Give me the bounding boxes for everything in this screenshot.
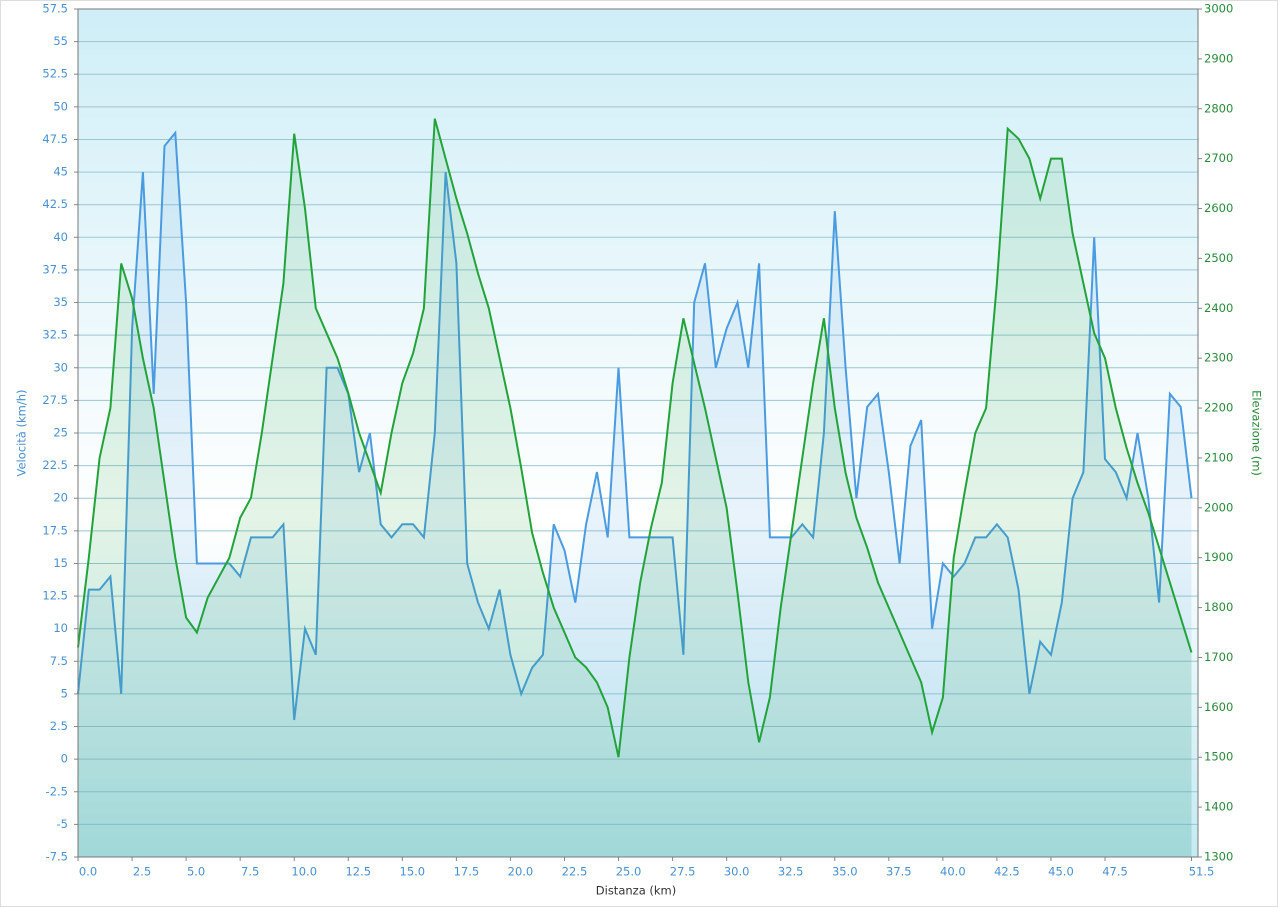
x-tick-label: 47.5 [1102, 865, 1128, 879]
plot-border [77, 8, 1199, 858]
x-tick-label: 27.5 [670, 865, 696, 879]
y2-tick-label: 1500 [1204, 750, 1233, 764]
y-tick-label: -5 [57, 817, 68, 831]
y-tick-label: -7.5 [46, 850, 68, 864]
x-tick-label: 2.5 [133, 865, 151, 879]
series-line [77, 130, 1193, 721]
y-tick-label: 55 [53, 34, 68, 48]
y-tick-label: 7.5 [50, 654, 68, 668]
y-tick-label: 12.5 [42, 589, 68, 603]
y2-tick-label: 1400 [1204, 800, 1233, 814]
y2-tick-label: 1600 [1204, 700, 1233, 714]
y2-tick-label: 3000 [1204, 2, 1233, 16]
y2-tick-label: 2300 [1204, 351, 1233, 365]
y-tick-label: 57.5 [42, 2, 68, 16]
x-tick-label: 0.0 [79, 865, 97, 879]
y2-tick-label: 2700 [1204, 151, 1233, 165]
x-tick-label: 12.5 [345, 865, 371, 879]
y-tick-label: 52.5 [42, 67, 68, 81]
y2-tick-label: 2100 [1204, 450, 1233, 464]
y2-tick-label: 2200 [1204, 401, 1233, 415]
x-tick-label: 30.0 [724, 865, 750, 879]
x-tick-label: 42.5 [994, 865, 1020, 879]
y-tick-label: 27.5 [42, 393, 68, 407]
y2-axis-title: Elevazione (m) [1250, 390, 1264, 476]
y-tick-label: 22.5 [42, 458, 68, 472]
x-tick-label: 37.5 [886, 865, 912, 879]
y2-tick-label: 2800 [1204, 101, 1233, 115]
y-tick-label: 17.5 [42, 523, 68, 537]
x-axis-title: Distanza (km) [596, 884, 676, 898]
x-tick-label: 7.5 [241, 865, 259, 879]
x-tick-label: 17.5 [454, 865, 480, 879]
y-tick-label: 25 [53, 426, 68, 440]
y-tick-label: 35 [53, 295, 68, 309]
y-tick-label: 32.5 [42, 328, 68, 342]
y-tick-label: -2.5 [46, 784, 68, 798]
y-tick-label: 15 [53, 556, 68, 570]
y-tick-label: 50 [53, 99, 68, 113]
y-tick-label: 20 [53, 491, 68, 505]
y-tick-label: 47.5 [42, 132, 68, 146]
y-tick-label: 42.5 [42, 197, 68, 211]
series-line [77, 118, 1193, 758]
y2-tick-label: 2400 [1204, 301, 1233, 315]
x-tick-label: 5.0 [187, 865, 205, 879]
y-tick-label: 10 [53, 621, 68, 635]
y-axis-title: Velocità (km/h) [15, 389, 29, 476]
y-tick-label: 45 [53, 165, 68, 179]
x-tick-label: 15.0 [400, 865, 426, 879]
y-tick-label: 2.5 [50, 719, 68, 733]
x-tick-label: 10.0 [291, 865, 317, 879]
series-area [78, 118, 1192, 857]
y-tick-label: 40 [53, 230, 68, 244]
y2-tick-label: 2000 [1204, 500, 1233, 514]
y2-tick-label: 1900 [1204, 550, 1233, 564]
y-tick-label: 30 [53, 360, 68, 374]
x-tick-label: 32.5 [778, 865, 804, 879]
x-tick-label: 25.0 [616, 865, 642, 879]
x-tick-label: 20.0 [508, 865, 534, 879]
y2-tick-label: 1700 [1204, 650, 1233, 664]
y2-tick-label: 2600 [1204, 201, 1233, 215]
series-area [78, 132, 1192, 857]
x-tick-label: 35.0 [832, 865, 858, 879]
y-tick-label: 5 [61, 686, 68, 700]
x-tick-label: 22.5 [562, 865, 588, 879]
y2-tick-label: 1300 [1204, 850, 1233, 864]
x-tick-label: 51.5 [1189, 865, 1215, 879]
y-tick-label: 0 [61, 752, 68, 766]
y-tick-label: 37.5 [42, 262, 68, 276]
y2-tick-label: 2500 [1204, 251, 1233, 265]
x-tick-label: 40.0 [940, 865, 966, 879]
x-tick-label: 45.0 [1048, 865, 1074, 879]
y2-tick-label: 2900 [1204, 51, 1233, 65]
y2-tick-label: 1800 [1204, 600, 1233, 614]
